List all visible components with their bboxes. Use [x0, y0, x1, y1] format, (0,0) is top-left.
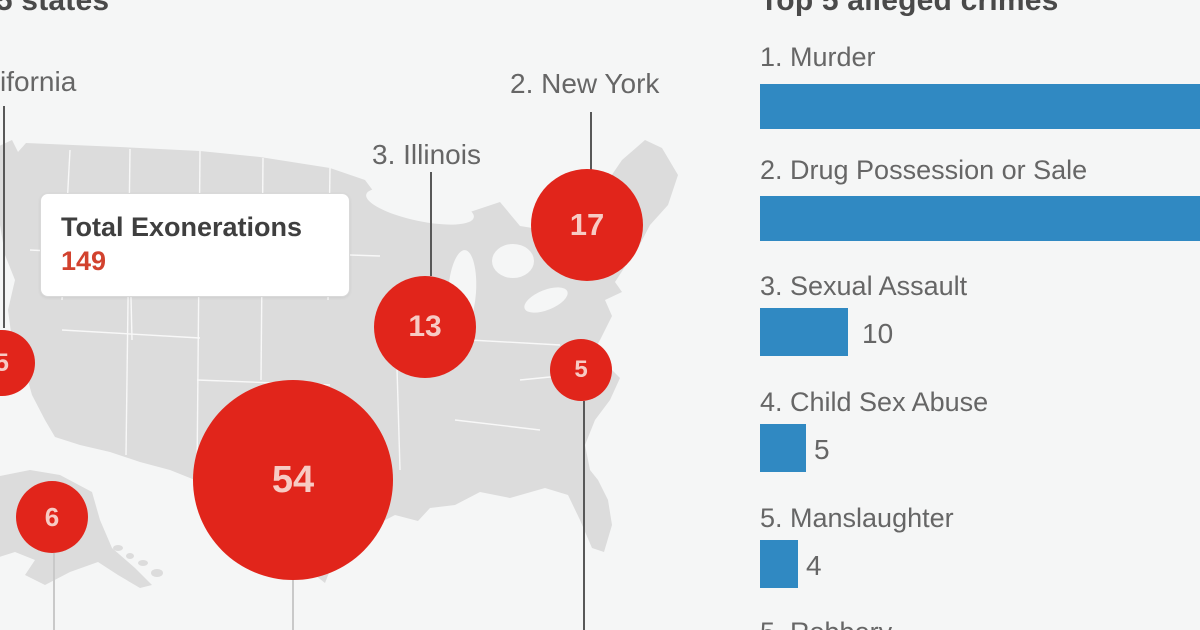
bubble-new-york: 17	[531, 169, 643, 281]
crime-label-robbery: 5. Robbery	[760, 617, 892, 630]
state-label-california: California	[0, 66, 77, 97]
crime-label-sexual-assault: 3. Sexual Assault	[760, 271, 968, 301]
leader-line-california	[3, 106, 5, 328]
crime-label-manslaughter: 5. Manslaughter	[760, 503, 954, 533]
state-label-illinois: 3. Illinois	[372, 139, 481, 170]
state-label-new-york: 2. New York	[510, 68, 660, 99]
leader-line-southeast	[583, 401, 585, 630]
crime-bar-murder	[760, 84, 1200, 129]
bubble-southeast: 5	[550, 339, 612, 401]
bubble-illinois: 13	[374, 276, 476, 378]
total-exonerations-box: Total Exonerations 149	[40, 193, 350, 297]
crime-bar-child-sex-abuse	[760, 424, 806, 472]
bubble-alaska-value: 6	[44, 501, 60, 532]
crime-label-drug-possession: 2. Drug Possession or Sale	[760, 155, 1088, 185]
leader-line-alaska	[53, 553, 55, 630]
crime-value-sexual-assault: 10	[862, 318, 894, 349]
total-exonerations-value: 149	[61, 246, 107, 277]
crime-value-child-sex-abuse: 5	[814, 434, 830, 465]
crime-bar-manslaughter	[760, 540, 798, 588]
bubble-alaska: 6	[16, 481, 88, 553]
crime-label-child-sex-abuse: 4. Child Sex Abuse	[760, 387, 989, 417]
crime-value-manslaughter: 4	[806, 550, 822, 581]
crime-bar-drug-possession	[760, 196, 1200, 241]
bubble-new-york-value: 17	[569, 207, 605, 242]
crimes-section-heading: Top 5 alleged crimes	[760, 0, 1059, 17]
bubble-southeast-value: 5	[574, 356, 588, 383]
leader-line-new-york	[590, 112, 592, 170]
bubble-california-value: 5	[0, 348, 9, 377]
crime-bar-sexual-assault	[760, 308, 848, 356]
bubble-texas-value: 54	[271, 458, 315, 501]
map-section-heading: Top 5 states	[0, 0, 110, 17]
total-exonerations-title: Total Exonerations	[61, 212, 303, 242]
bubble-texas: 54	[193, 380, 393, 580]
leader-line-texas	[292, 580, 294, 630]
bubble-illinois-value: 13	[408, 310, 442, 343]
leader-line-illinois	[430, 172, 432, 276]
crime-label-murder: 1. Murder	[760, 42, 876, 72]
